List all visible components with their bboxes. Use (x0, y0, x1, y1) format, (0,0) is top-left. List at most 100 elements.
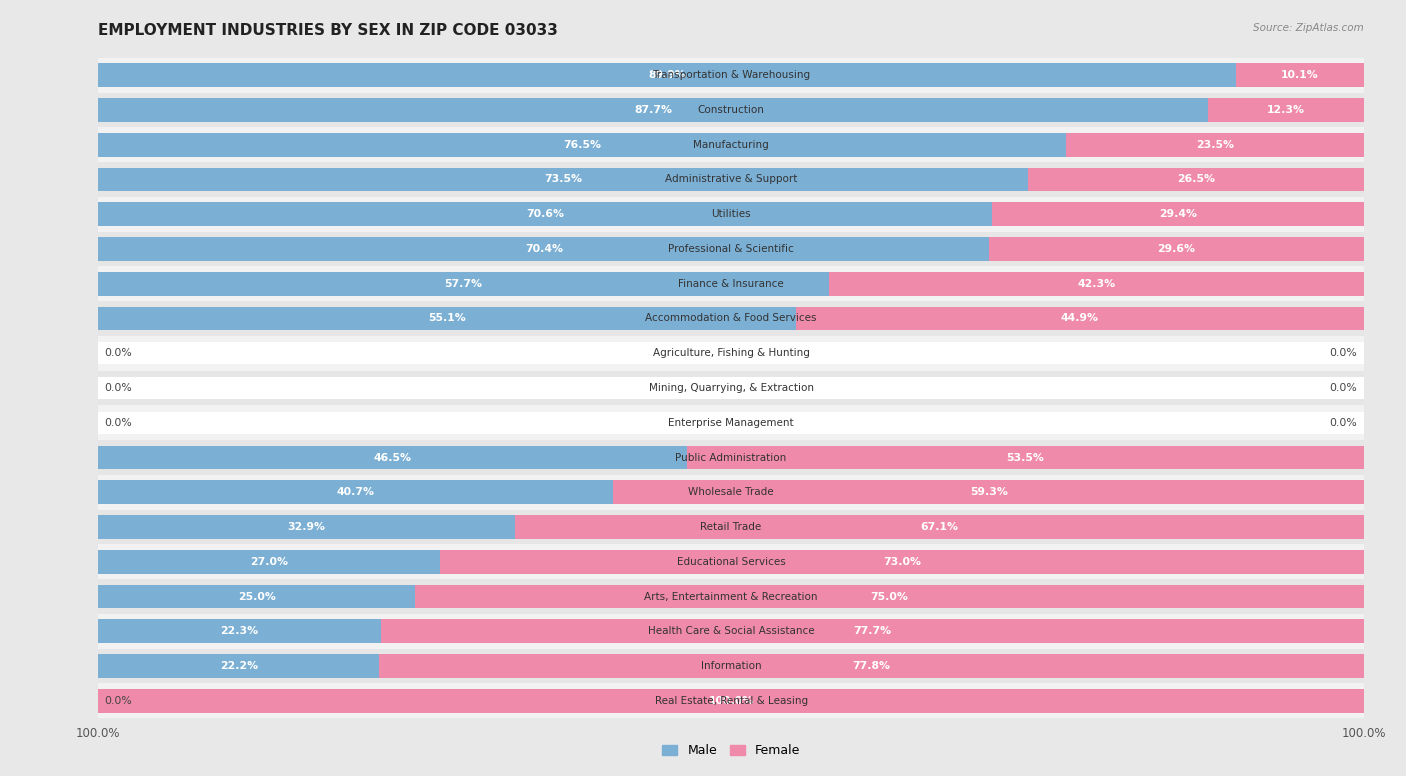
Bar (98, 336, 1364, 371)
Bar (98, 516, 1364, 539)
Bar (98, 684, 1364, 719)
Bar (98, 301, 1364, 336)
Text: Administrative & Support: Administrative & Support (665, 175, 797, 185)
Bar (98, 550, 440, 573)
Text: Real Estate, Rental & Leasing: Real Estate, Rental & Leasing (655, 696, 807, 706)
Bar (98, 579, 1364, 614)
Text: 29.6%: 29.6% (1157, 244, 1195, 254)
Bar (98, 475, 1364, 510)
Bar (828, 272, 1364, 296)
Bar (381, 619, 1364, 643)
Bar (98, 480, 613, 504)
Text: 22.3%: 22.3% (221, 626, 259, 636)
Bar (98, 168, 1028, 191)
Bar (98, 237, 990, 261)
Text: 53.5%: 53.5% (1007, 452, 1045, 462)
Text: 42.3%: 42.3% (1077, 279, 1115, 289)
Text: Professional & Scientific: Professional & Scientific (668, 244, 794, 254)
Bar (98, 57, 1364, 92)
Text: 25.0%: 25.0% (238, 591, 276, 601)
Bar (98, 550, 1364, 573)
Bar (98, 619, 381, 643)
Bar (440, 550, 1364, 573)
Text: Agriculture, Fishing & Hunting: Agriculture, Fishing & Hunting (652, 348, 810, 359)
Bar (98, 445, 686, 469)
Bar (98, 690, 1364, 712)
Bar (1236, 64, 1364, 87)
Text: 75.0%: 75.0% (870, 591, 908, 601)
Text: 57.7%: 57.7% (444, 279, 482, 289)
Text: 10.1%: 10.1% (1281, 70, 1319, 80)
Text: Source: ZipAtlas.com: Source: ZipAtlas.com (1253, 23, 1364, 33)
Text: EMPLOYMENT INDUSTRIES BY SEX IN ZIP CODE 03033: EMPLOYMENT INDUSTRIES BY SEX IN ZIP CODE… (98, 23, 558, 38)
Text: Wholesale Trade: Wholesale Trade (689, 487, 773, 497)
Text: Finance & Insurance: Finance & Insurance (678, 279, 785, 289)
Bar (98, 168, 1364, 191)
Bar (98, 545, 1364, 579)
Bar (515, 515, 1364, 539)
Text: 0.0%: 0.0% (105, 696, 132, 706)
Bar (98, 446, 1364, 469)
Bar (98, 411, 1364, 434)
Bar (98, 620, 1364, 643)
Bar (98, 133, 1364, 156)
Bar (98, 203, 1364, 226)
Bar (98, 92, 1364, 127)
Text: 87.7%: 87.7% (634, 105, 672, 115)
Text: Accommodation & Food Services: Accommodation & Food Services (645, 314, 817, 324)
Bar (98, 371, 1364, 405)
Text: Construction: Construction (697, 105, 765, 115)
Bar (98, 133, 1066, 157)
Text: 73.0%: 73.0% (883, 557, 921, 566)
Bar (98, 98, 1208, 122)
Text: Arts, Entertainment & Recreation: Arts, Entertainment & Recreation (644, 591, 818, 601)
Text: 32.9%: 32.9% (288, 522, 326, 532)
Text: Health Care & Social Assistance: Health Care & Social Assistance (648, 626, 814, 636)
Bar (98, 654, 380, 678)
Text: Transportation & Warehousing: Transportation & Warehousing (652, 70, 810, 80)
Text: 73.5%: 73.5% (544, 175, 582, 185)
Bar (98, 585, 1364, 608)
Text: 0.0%: 0.0% (105, 383, 132, 393)
Text: 77.8%: 77.8% (852, 661, 890, 671)
Text: Information: Information (700, 661, 762, 671)
Bar (98, 231, 1364, 266)
Text: 77.7%: 77.7% (853, 626, 891, 636)
Bar (98, 237, 1364, 260)
Text: 70.4%: 70.4% (524, 244, 562, 254)
Text: 12.3%: 12.3% (1267, 105, 1305, 115)
Text: Educational Services: Educational Services (676, 557, 786, 566)
Bar (98, 481, 1364, 504)
Bar (991, 203, 1364, 226)
Bar (98, 440, 1364, 475)
Text: 44.9%: 44.9% (1060, 314, 1098, 324)
Text: 22.2%: 22.2% (219, 661, 257, 671)
Bar (1066, 133, 1364, 157)
Bar (98, 689, 1364, 712)
Text: 29.4%: 29.4% (1159, 210, 1197, 219)
Text: 89.9%: 89.9% (648, 70, 686, 80)
Bar (990, 237, 1364, 261)
Bar (98, 197, 1364, 231)
Text: 0.0%: 0.0% (1330, 383, 1358, 393)
Bar (98, 203, 991, 226)
Bar (98, 307, 1364, 330)
Text: 27.0%: 27.0% (250, 557, 288, 566)
Text: 0.0%: 0.0% (1330, 417, 1358, 428)
Bar (98, 510, 1364, 545)
Bar (98, 307, 796, 331)
Bar (415, 585, 1364, 608)
Bar (98, 64, 1236, 87)
Text: 23.5%: 23.5% (1197, 140, 1234, 150)
Bar (686, 445, 1364, 469)
Text: 76.5%: 76.5% (564, 140, 602, 150)
Bar (98, 342, 1364, 365)
Bar (98, 266, 1364, 301)
Text: 40.7%: 40.7% (337, 487, 375, 497)
Text: Public Administration: Public Administration (675, 452, 787, 462)
Bar (98, 272, 1364, 295)
Text: Manufacturing: Manufacturing (693, 140, 769, 150)
Text: 0.0%: 0.0% (105, 348, 132, 359)
Text: 100.0%: 100.0% (709, 696, 754, 706)
Text: 0.0%: 0.0% (105, 417, 132, 428)
